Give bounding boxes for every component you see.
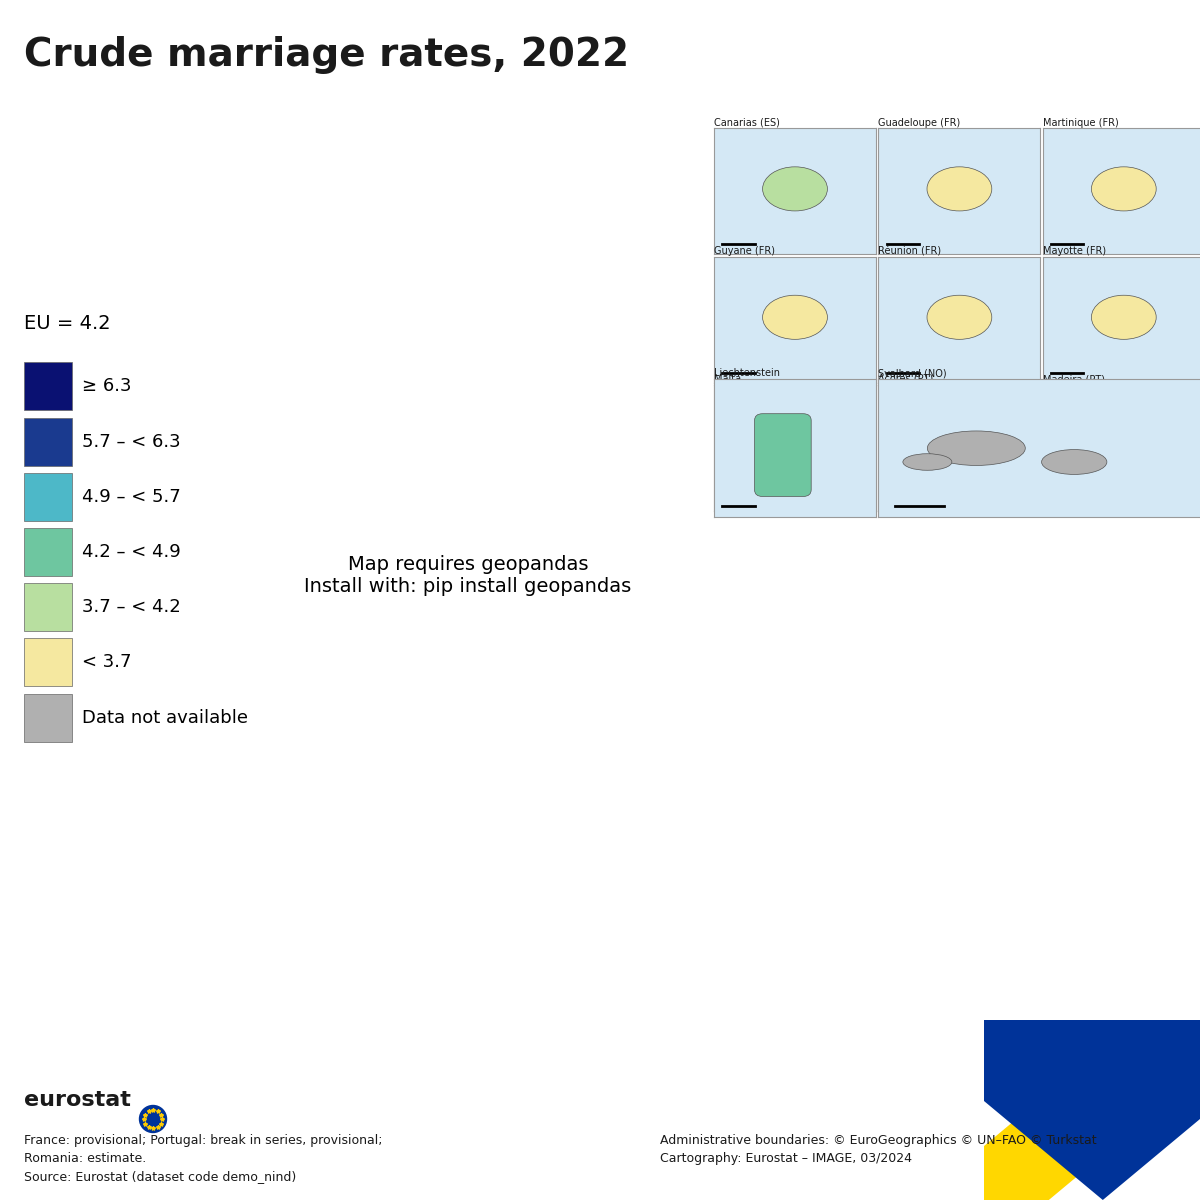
Text: eurostat: eurostat xyxy=(24,1090,131,1110)
Text: France: provisional; Portugal: break in series, provisional;
Romania: estimate.
: France: provisional; Portugal: break in … xyxy=(24,1134,383,1183)
Polygon shape xyxy=(984,1020,1200,1200)
FancyBboxPatch shape xyxy=(24,583,72,631)
FancyBboxPatch shape xyxy=(24,694,72,742)
FancyBboxPatch shape xyxy=(24,638,72,686)
FancyBboxPatch shape xyxy=(24,473,72,521)
Ellipse shape xyxy=(763,295,828,340)
Text: 3.7 – < 4.2: 3.7 – < 4.2 xyxy=(82,599,181,617)
Ellipse shape xyxy=(902,454,952,470)
Ellipse shape xyxy=(1092,167,1157,211)
Text: Liechtenstein: Liechtenstein xyxy=(714,368,780,378)
Text: Malta: Malta xyxy=(714,374,742,384)
Text: < 3.7: < 3.7 xyxy=(82,653,132,672)
FancyBboxPatch shape xyxy=(24,362,72,410)
Ellipse shape xyxy=(928,167,992,211)
Ellipse shape xyxy=(763,424,828,468)
Text: 4.9 – < 5.7: 4.9 – < 5.7 xyxy=(82,487,181,505)
Ellipse shape xyxy=(1092,295,1157,340)
Text: EU = 4.2: EU = 4.2 xyxy=(24,314,110,334)
Text: Data not available: Data not available xyxy=(82,708,248,726)
Ellipse shape xyxy=(928,295,992,340)
Ellipse shape xyxy=(1042,450,1106,474)
Text: Administrative boundaries: © EuroGeographics © UN–FAO © Turkstat
Cartography: Eu: Administrative boundaries: © EuroGeograp… xyxy=(660,1134,1097,1165)
Text: Guyane (FR): Guyane (FR) xyxy=(714,246,775,256)
FancyBboxPatch shape xyxy=(755,414,811,497)
Text: Guadeloupe (FR): Guadeloupe (FR) xyxy=(878,118,961,127)
Ellipse shape xyxy=(763,167,828,211)
Text: Svalbard (NO): Svalbard (NO) xyxy=(878,368,947,378)
Text: 4.2 – < 4.9: 4.2 – < 4.9 xyxy=(82,542,181,560)
Text: Crude marriage rates, 2022: Crude marriage rates, 2022 xyxy=(24,36,629,74)
Text: Martinique (FR): Martinique (FR) xyxy=(1043,118,1118,127)
Text: Madeira (PT): Madeira (PT) xyxy=(1043,374,1105,384)
Text: ≥ 6.3: ≥ 6.3 xyxy=(82,377,132,396)
Text: 5.7 – < 6.3: 5.7 – < 6.3 xyxy=(82,432,181,450)
Ellipse shape xyxy=(928,424,992,468)
Text: Canarias (ES): Canarias (ES) xyxy=(714,118,780,127)
Ellipse shape xyxy=(1092,424,1157,468)
Text: Réunion (FR): Réunion (FR) xyxy=(878,246,942,256)
Circle shape xyxy=(139,1105,167,1133)
Text: Açores (PT): Açores (PT) xyxy=(878,374,934,384)
FancyBboxPatch shape xyxy=(24,418,72,466)
Polygon shape xyxy=(984,1020,1200,1200)
Ellipse shape xyxy=(928,431,1025,466)
Text: Map requires geopandas
Install with: pip install geopandas: Map requires geopandas Install with: pip… xyxy=(305,556,631,596)
FancyBboxPatch shape xyxy=(24,528,72,576)
Text: Mayotte (FR): Mayotte (FR) xyxy=(1043,246,1106,256)
